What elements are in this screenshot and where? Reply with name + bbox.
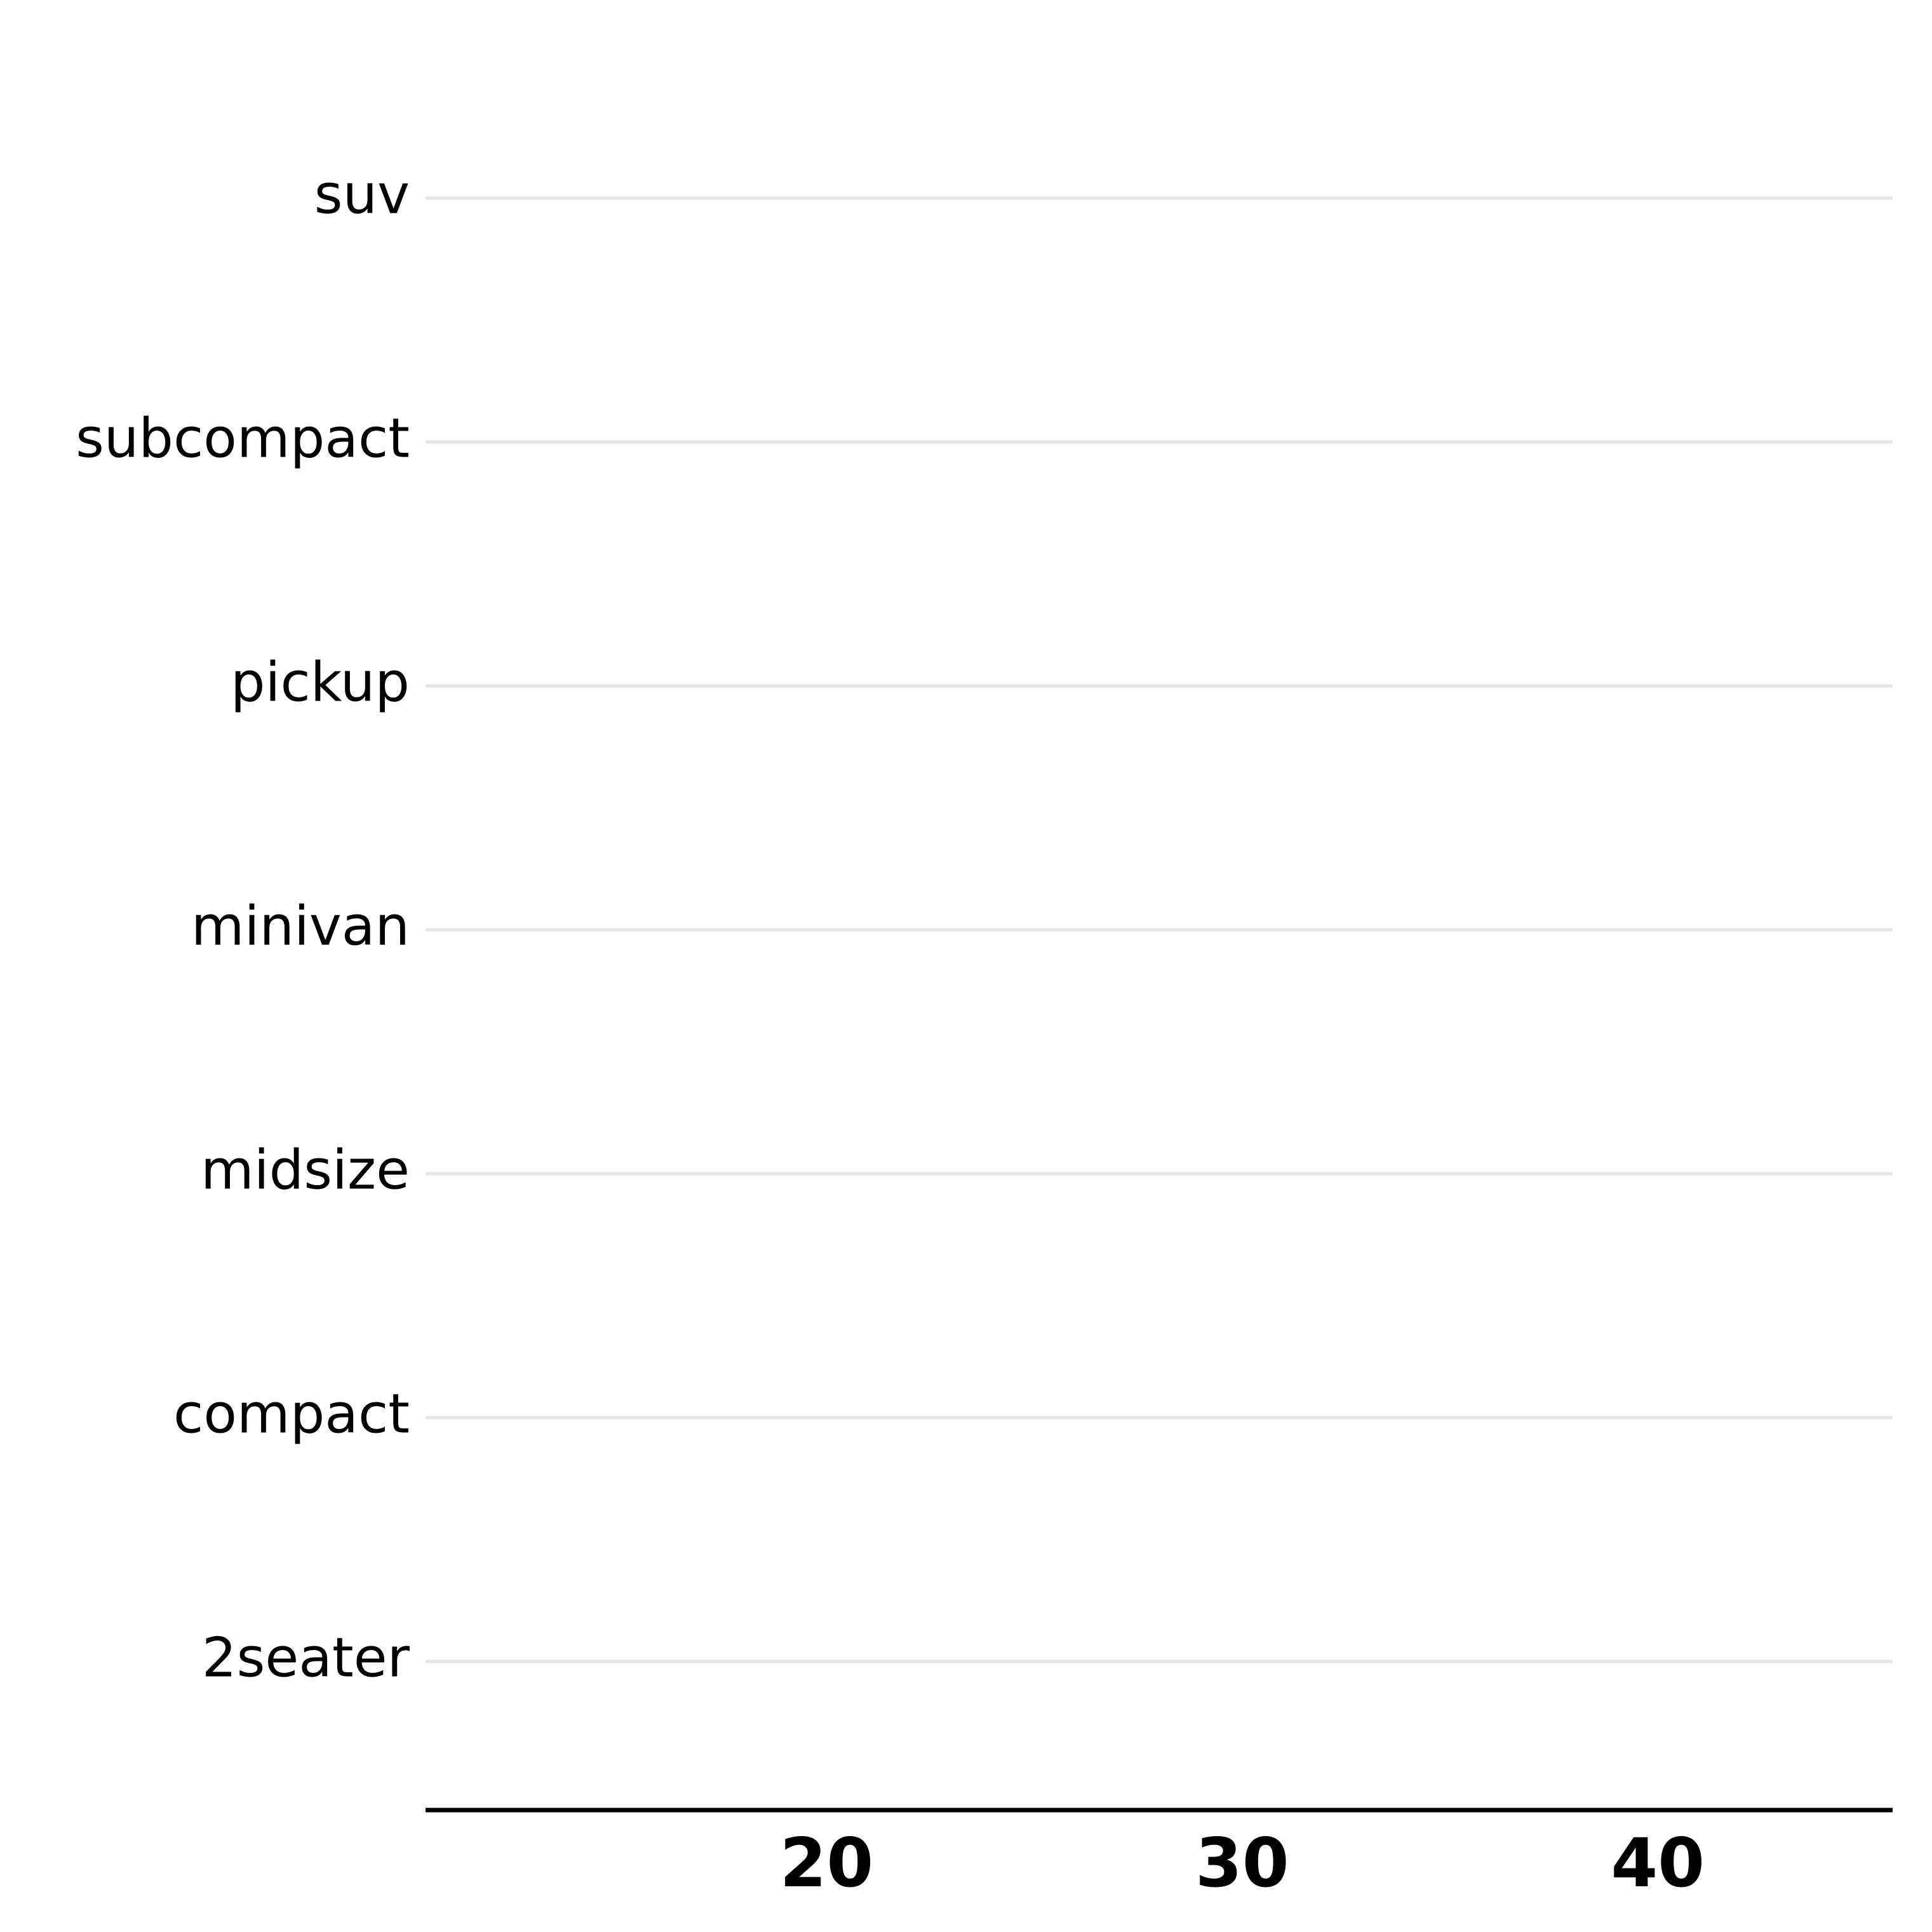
category-label-compact: compact <box>173 1382 410 1446</box>
category-label-midsize: midsize <box>201 1138 410 1202</box>
y-axis-category-labels: 2seater compact midsize minivan pickup subcom… <box>76 163 410 1689</box>
category-label-2seater: 2seater <box>202 1626 410 1689</box>
x-axis-tick-labels: 20 30 40 <box>780 1824 1705 1902</box>
x-tick-label: 20 <box>780 1824 874 1902</box>
x-tick-label: 40 <box>1611 1824 1705 1902</box>
category-label-pickup: pickup <box>231 650 410 714</box>
category-label-subcompact: subcompact <box>76 406 410 470</box>
x-tick-label: 30 <box>1195 1824 1289 1902</box>
gridlines <box>426 196 1893 1663</box>
category-label-suv: suv <box>314 163 410 226</box>
category-label-minivan: minivan <box>191 894 410 958</box>
